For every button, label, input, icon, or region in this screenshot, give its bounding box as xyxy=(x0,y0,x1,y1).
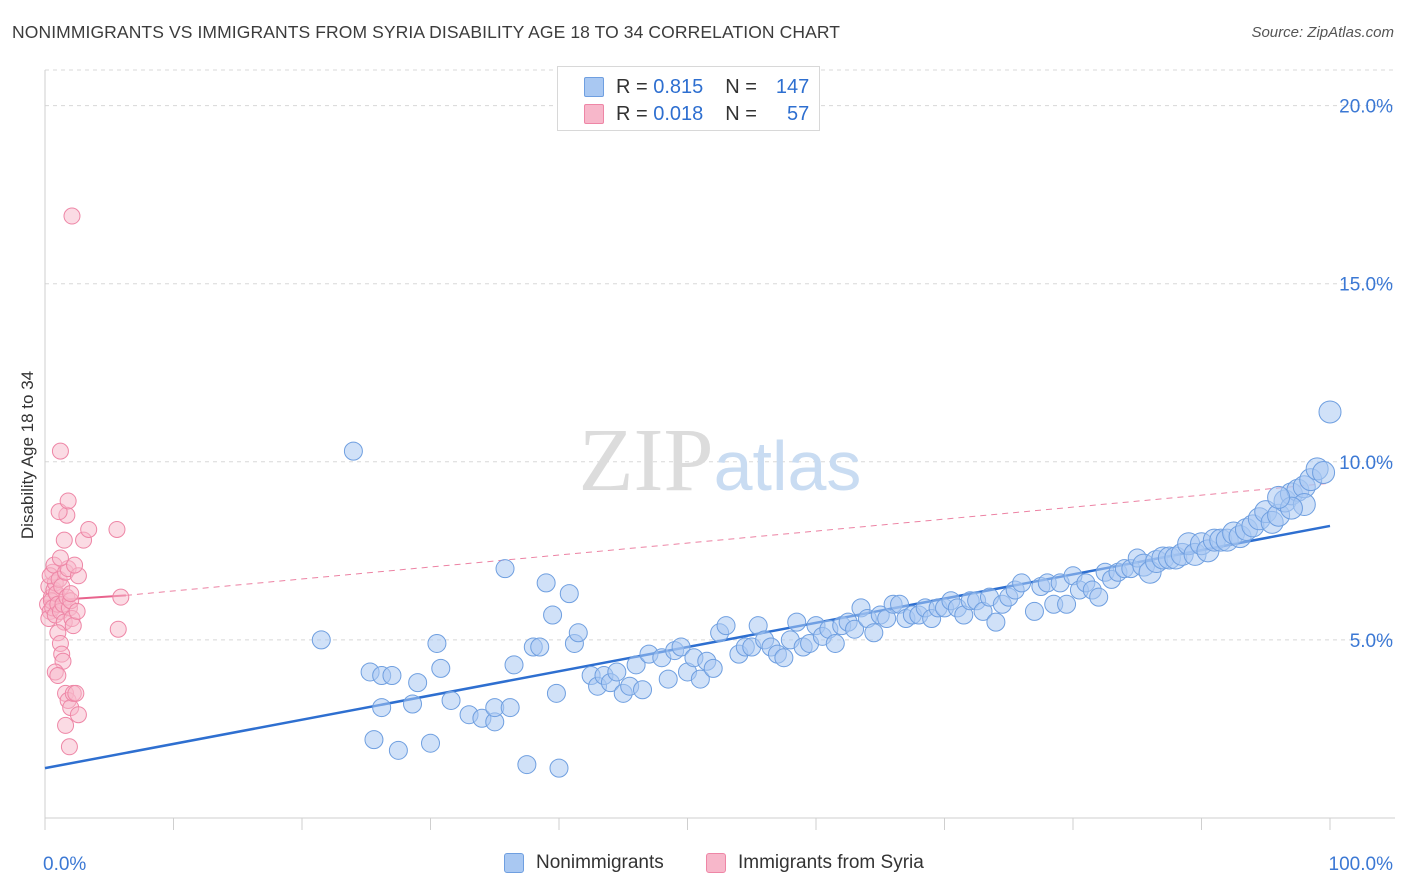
data-point-nonimmigrants xyxy=(690,669,710,689)
data-point-syria xyxy=(67,684,85,702)
pink-swatch xyxy=(706,853,726,873)
y-tick-label: 15.0% xyxy=(1339,275,1393,296)
r-value: 0.018 xyxy=(653,102,704,125)
data-point-syria xyxy=(80,520,98,538)
data-point-nonimmigrants xyxy=(607,662,627,682)
data-point-nonimmigrants xyxy=(787,612,807,632)
watermark: ZIPatlas xyxy=(579,411,862,510)
data-point-syria xyxy=(109,620,127,638)
data-point-nonimmigrants xyxy=(421,733,440,753)
data-point-syria xyxy=(60,738,78,756)
r-label: R = xyxy=(616,75,648,98)
data-point-syria xyxy=(51,442,69,460)
syria-points xyxy=(39,207,130,756)
n-value: 147 xyxy=(775,75,810,98)
data-point-syria xyxy=(112,588,130,606)
data-point-nonimmigrants xyxy=(1318,400,1342,424)
data-point-nonimmigrants xyxy=(845,619,865,639)
data-point-nonimmigrants xyxy=(500,698,520,718)
data-point-nonimmigrants xyxy=(549,758,569,778)
data-point-nonimmigrants xyxy=(517,755,537,775)
data-point-nonimmigrants xyxy=(568,623,588,643)
legend-label: Nonimmigrants xyxy=(536,852,664,873)
axes xyxy=(44,70,1395,830)
legend-item-syria[interactable]: Immigrants from Syria xyxy=(706,852,924,874)
y-tick-label: 5.0% xyxy=(1350,631,1393,652)
data-point-nonimmigrants xyxy=(864,623,884,643)
chart-title: NONIMMIGRANTS VS IMMIGRANTS FROM SYRIA D… xyxy=(12,22,841,42)
data-point-nonimmigrants xyxy=(427,633,447,653)
data-point-nonimmigrants xyxy=(364,730,384,750)
data-point-nonimmigrants xyxy=(1057,594,1077,614)
data-point-nonimmigrants xyxy=(559,584,579,604)
data-point-nonimmigrants xyxy=(658,669,678,689)
source-label: Source: ZipAtlas.com xyxy=(1251,24,1394,41)
data-point-nonimmigrants xyxy=(1312,460,1336,484)
n-label: N = xyxy=(725,75,757,98)
data-point-nonimmigrants xyxy=(703,658,723,678)
data-point-nonimmigrants xyxy=(530,637,550,657)
r-label: R = xyxy=(616,102,648,125)
legend-item-nonimmigrants[interactable]: Nonimmigrants xyxy=(504,852,664,874)
data-point-syria xyxy=(69,706,87,724)
data-point-nonimmigrants xyxy=(1012,573,1032,593)
data-point-nonimmigrants xyxy=(716,616,736,636)
syria-trendline-extended xyxy=(125,482,1331,596)
data-point-nonimmigrants xyxy=(504,655,524,675)
data-point-syria xyxy=(59,492,77,510)
data-point-nonimmigrants xyxy=(372,698,392,718)
data-point-nonimmigrants xyxy=(626,655,646,675)
data-point-nonimmigrants xyxy=(382,666,402,686)
data-point-syria xyxy=(63,207,81,225)
data-point-syria xyxy=(66,556,84,574)
data-point-nonimmigrants xyxy=(403,694,423,714)
data-point-syria xyxy=(68,602,86,620)
data-point-nonimmigrants xyxy=(343,441,363,461)
data-point-syria xyxy=(55,531,73,549)
blue-swatch xyxy=(584,77,604,97)
data-point-syria xyxy=(57,716,75,734)
data-point-nonimmigrants xyxy=(774,648,794,668)
r-value: 0.815 xyxy=(653,75,704,98)
stats-legend: R = 0.815 N = 147 R = 0.018 N = 57 xyxy=(557,66,820,131)
data-point-nonimmigrants xyxy=(671,637,691,657)
data-point-nonimmigrants xyxy=(986,612,1006,632)
x-tick-label: 100.0% xyxy=(1329,854,1394,875)
blue-swatch xyxy=(504,853,524,873)
data-point-nonimmigrants xyxy=(633,680,653,700)
data-point-nonimmigrants xyxy=(546,683,566,703)
data-point-syria xyxy=(51,549,69,567)
nonimmigrants-points xyxy=(311,400,1342,778)
data-point-nonimmigrants xyxy=(495,559,515,579)
data-point-syria xyxy=(108,520,126,538)
data-point-nonimmigrants xyxy=(1024,601,1044,621)
n-label: N = xyxy=(725,102,757,125)
data-point-nonimmigrants xyxy=(388,740,408,760)
data-point-syria xyxy=(62,585,80,603)
data-point-nonimmigrants xyxy=(825,633,845,653)
data-point-nonimmigrants xyxy=(408,673,428,693)
data-point-syria xyxy=(49,667,67,685)
data-point-nonimmigrants xyxy=(536,573,556,593)
stats-row-syria: R = 0.018 N = 57 xyxy=(584,101,809,127)
data-point-nonimmigrants xyxy=(1267,485,1291,509)
legend-label: Immigrants from Syria xyxy=(738,852,924,873)
data-point-nonimmigrants xyxy=(441,690,461,710)
data-point-nonimmigrants xyxy=(431,658,451,678)
pink-swatch xyxy=(584,104,604,124)
stats-row-nonimmigrants: R = 0.815 N = 147 xyxy=(584,74,809,100)
data-point-syria xyxy=(64,617,82,635)
data-point-nonimmigrants xyxy=(1089,587,1109,607)
y-tick-label: 20.0% xyxy=(1339,97,1393,118)
trend-lines xyxy=(44,482,1331,770)
tick-labels: 5.0% 10.0% 15.0% 20.0% 0.0% 100.0% xyxy=(43,97,1393,875)
data-point-nonimmigrants xyxy=(543,605,563,625)
y-tick-label: 10.0% xyxy=(1339,453,1393,474)
data-point-nonimmigrants xyxy=(311,630,331,650)
series-legend: Nonimmigrants Immigrants from Syria xyxy=(0,852,1406,878)
x-tick-label: 0.0% xyxy=(43,854,86,875)
n-value: 57 xyxy=(787,102,810,125)
y-axis-label: Disability Age 18 to 34 xyxy=(18,370,37,540)
